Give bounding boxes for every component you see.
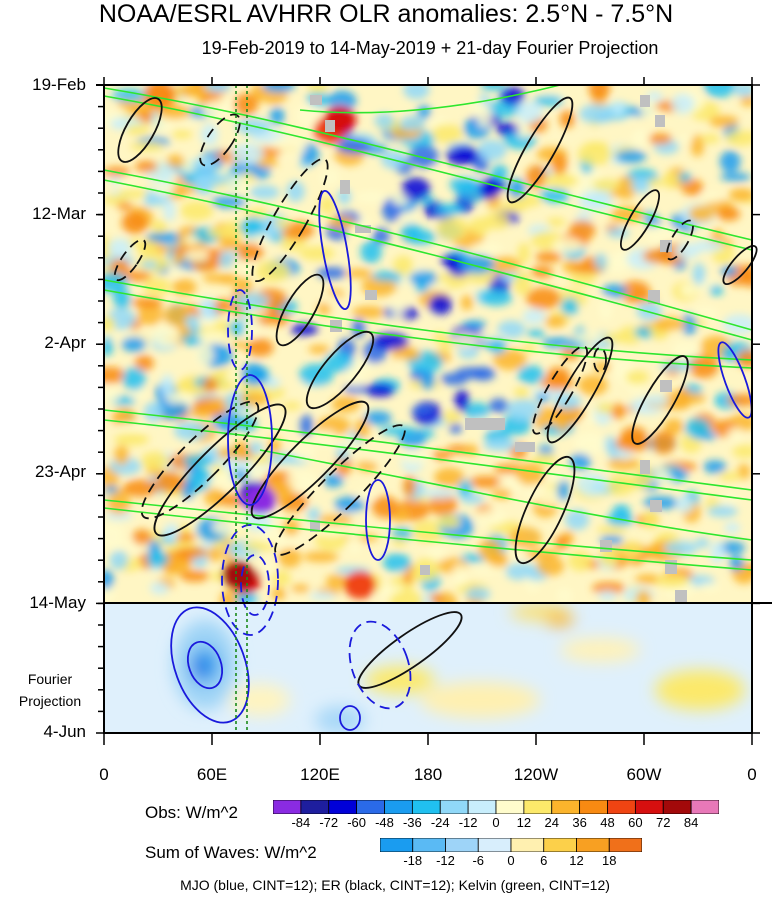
mjo-contours-negative [221,289,412,710]
x-tick-label: 180 [413,765,443,784]
y-tick-label: 19-Feb [32,75,86,94]
kelvin-contours [103,84,753,571]
x-tick-label: 0 [747,765,757,784]
colorbar-tick-label: 18 [602,853,617,868]
missing-data-blocks [310,95,687,602]
colorbar-swatch [576,838,610,852]
colorbar-swatch [273,800,302,814]
colorbar-tick-label: -84 [291,815,311,830]
colorbar-swatch [380,838,414,852]
colorbar-swatch [412,838,446,852]
y-tick-label: 4-Jun [43,722,86,741]
y-tick-label: 23-Apr [34,462,86,481]
colorbar-tick-label: -6 [472,853,485,868]
x-tick-label: 60W [626,765,662,784]
colorbar-swatch [690,800,719,814]
waves-colorbar [380,838,642,852]
colorbar-swatch [523,800,553,814]
colorbar-tick-label: 0 [507,853,515,868]
colorbar-tick-label: 12 [516,815,532,830]
obs-colorbar-label: Obs: W/m^2 [145,803,238,822]
x-tick-label: 120E [300,765,340,784]
colorbar-swatch [477,838,512,852]
colorbar-swatch [445,838,479,852]
colorbar-swatch [607,800,636,814]
y-tick-label: 12-Mar [32,204,86,223]
colorbar-tick-label: 0 [492,815,500,830]
mjo-contours [170,189,753,731]
colorbar-tick-label: -12 [436,853,455,868]
colorbar-tick-label: 24 [544,815,559,830]
colorbar-tick-label: 60 [628,815,643,830]
colorbar-swatch [495,800,525,814]
colorbar-swatch [579,800,608,814]
contour-legend-note: MJO (blue, CINT=12); ER (black, CINT=12)… [180,877,610,893]
colorbar-tick-label: -72 [319,815,339,830]
colorbar-tick-label: 36 [572,815,587,830]
colorbar-tick-label: 84 [683,815,699,830]
colorbar-tick-label: 72 [656,815,671,830]
colorbar-swatch [662,800,692,814]
colorbar-swatch [510,838,545,852]
colorbar-swatch [356,800,385,814]
colorbar-swatch [411,800,441,814]
colorbar-swatch [634,800,664,814]
obs-colorbar [273,800,719,814]
colorbar-tick-label: -24 [430,815,450,830]
colorbar-swatch [467,800,497,814]
x-tick-label: 60E [196,765,228,784]
colorbar-tick-label: -60 [347,815,367,830]
colorbar-swatch [543,838,577,852]
colorbar-swatch [439,800,469,814]
colorbar-swatch [328,800,358,814]
colorbar-swatch [384,800,413,814]
colorbar-swatch [300,800,330,814]
waves-colorbar-label: Sum of Waves: W/m^2 [145,843,317,862]
chart-title: NOAA/ESRL AVHRR OLR anomalies: 2.5°N - 7… [98,0,674,28]
colorbar-swatch [551,800,581,814]
obs-anomaly-field [104,85,752,603]
colorbar-tick-label: -18 [403,853,423,868]
colorbar-tick-label: 12 [569,853,584,868]
fourier-projection-label: Fourier Projection [18,671,82,709]
colorbar-tick-label: -36 [402,815,422,830]
colorbar-tick-label: 48 [600,815,615,830]
projection-field [104,603,752,733]
y-tick-label: 14-May [29,593,86,612]
reference-longitudes [235,85,248,733]
x-tick-label: 0 [99,765,109,784]
chart-subtitle: 19-Feb-2019 to 14-May-2019 + 21-day Four… [201,38,659,58]
colorbar-swatch [608,838,642,852]
y-tick-label: 2-Apr [44,333,86,352]
er-contours-negative [113,113,694,556]
colorbar-tick-label: -48 [375,815,394,830]
colorbar-tick-label: 6 [540,853,548,868]
colorbar-tick-label: -12 [458,815,478,830]
x-tick-label: 120W [513,765,559,784]
